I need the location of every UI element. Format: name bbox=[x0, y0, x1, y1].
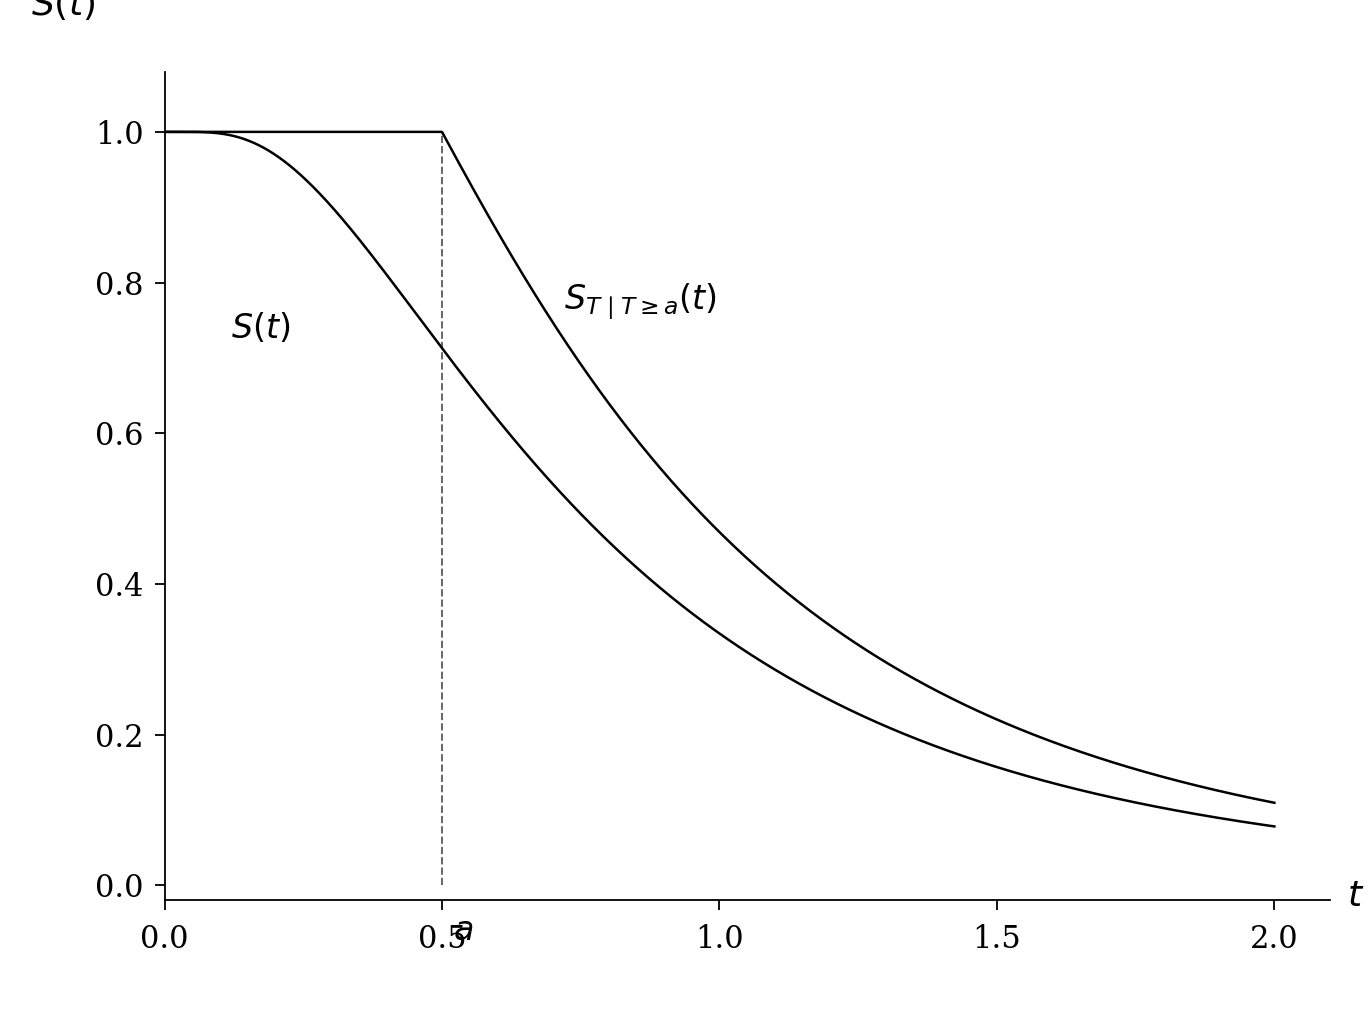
Text: $a$: $a$ bbox=[452, 916, 473, 947]
Text: $S(t)$: $S(t)$ bbox=[30, 0, 95, 21]
Text: $t$: $t$ bbox=[1346, 880, 1364, 914]
Text: $S(t)$: $S(t)$ bbox=[232, 311, 291, 345]
Text: $S_{T\mid T\geq a}(t)$: $S_{T\mid T\geq a}(t)$ bbox=[563, 281, 717, 322]
